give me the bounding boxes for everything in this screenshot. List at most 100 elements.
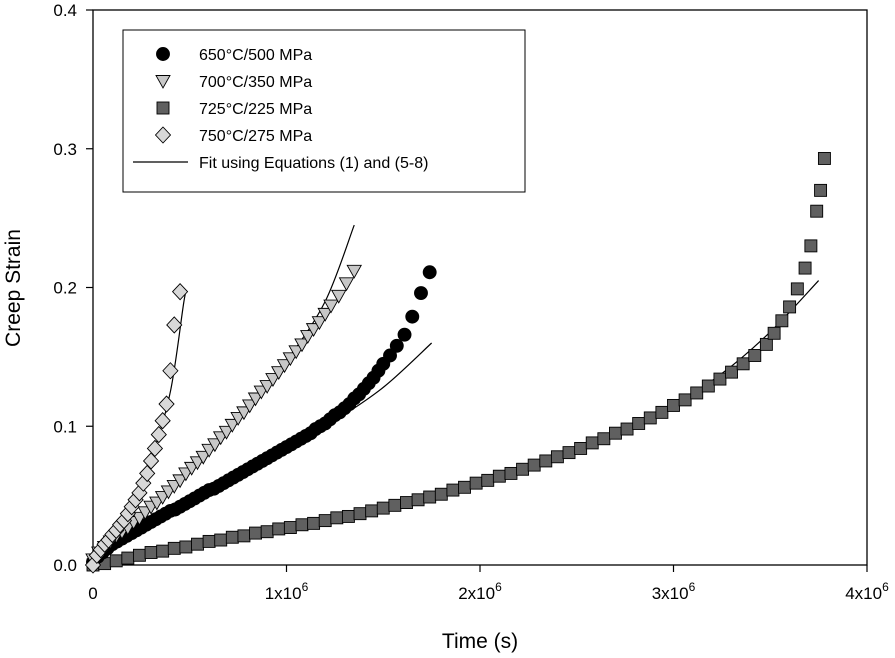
data-point: [353, 507, 367, 521]
x-tick-label: 1x106: [265, 580, 309, 603]
data-point: [701, 379, 715, 393]
data-point: [562, 446, 576, 460]
data-point: [759, 337, 773, 351]
y-tick-label: 0.2: [53, 279, 77, 298]
data-point: [247, 392, 264, 407]
data-point: [300, 330, 316, 344]
data-point: [469, 476, 483, 490]
legend-box: [122, 29, 526, 193]
data-point: [492, 469, 506, 483]
data-point: [643, 411, 657, 425]
data-point: [817, 152, 831, 165]
legend-label: 750°C/275 MPa: [199, 128, 312, 145]
data-point: [775, 314, 789, 328]
data-point: [411, 493, 425, 507]
legend-label: 725°C/225 MPa: [199, 101, 312, 118]
data-point: [295, 518, 309, 532]
x-tick-label: 2x106: [458, 580, 502, 603]
data-point: [162, 362, 179, 380]
data-point: [748, 349, 762, 362]
legend-marker: [156, 47, 170, 61]
data-point: [388, 498, 402, 512]
data-point: [146, 439, 164, 458]
data-point: [810, 204, 824, 218]
data-point: [195, 450, 212, 465]
data-point: [224, 418, 241, 433]
data-point: [655, 405, 669, 419]
data-point: [218, 425, 235, 440]
data-point: [481, 473, 495, 487]
x-tick-label: 4x106: [845, 580, 889, 603]
data-point: [527, 458, 541, 472]
data-point: [225, 530, 239, 544]
data-point: [259, 380, 275, 394]
data-point: [214, 533, 228, 547]
data-point: [276, 359, 293, 374]
data-point: [804, 239, 818, 253]
legend-label: 700°C/350 MPa: [199, 74, 312, 91]
legend-marker: [154, 126, 172, 144]
data-point: [330, 289, 347, 304]
y-tick-label: 0.0: [53, 556, 77, 575]
data-point: [736, 357, 750, 371]
legend-label: Fit using Equations (1) and (5-8): [199, 155, 428, 172]
legend-label: 650°C/500 MPa: [199, 47, 312, 64]
data-point: [171, 283, 189, 301]
data-point: [283, 521, 297, 534]
data-point: [191, 537, 204, 551]
data-point: [405, 309, 420, 324]
data-point: [609, 426, 622, 440]
data-point: [249, 526, 262, 540]
series-2: [86, 152, 831, 572]
data-point: [121, 551, 135, 565]
data-point: [317, 307, 333, 322]
x-axis-ticks: 0 1x106 2x106 3x106 4x106: [88, 565, 889, 603]
data-point: [414, 286, 428, 300]
data-point: [288, 345, 304, 360]
data-point: [305, 323, 322, 338]
legend-marker: [155, 75, 171, 89]
data-point: [585, 436, 599, 450]
data-point: [109, 554, 123, 568]
data-point: [207, 438, 223, 453]
y-tick-label: 0.4: [53, 1, 77, 20]
data-point: [132, 548, 146, 562]
data-point: [237, 529, 251, 543]
y-axis-ticks: 0.0 0.1 0.2 0.3 0.4: [53, 1, 93, 575]
data-point: [330, 511, 344, 525]
data-point: [307, 516, 321, 530]
data-point: [270, 366, 287, 381]
data-point: [154, 412, 171, 430]
data-point: [376, 501, 390, 515]
data-point: [158, 395, 175, 413]
x-tick-label: 0: [88, 584, 97, 603]
data-point: [365, 504, 379, 518]
data-point: [400, 496, 413, 510]
data-point: [597, 432, 611, 446]
data-point: [272, 522, 286, 536]
data-point: [713, 372, 727, 386]
data-point: [150, 425, 167, 444]
data-point: [265, 373, 281, 387]
data-point: [236, 406, 252, 421]
data-point: [620, 422, 634, 436]
data-point: [311, 316, 328, 331]
data-point: [814, 183, 828, 197]
data-point: [241, 399, 258, 414]
data-point: [167, 541, 181, 555]
data-point: [678, 393, 692, 407]
y-tick-label: 0.1: [53, 417, 77, 436]
data-point: [516, 462, 530, 476]
y-axis-title: Creep Strain: [2, 229, 25, 347]
data-point: [783, 300, 797, 314]
data-point: [690, 386, 704, 400]
data-point: [346, 264, 362, 279]
data-point: [434, 487, 448, 501]
data-series: [84, 152, 831, 574]
data-point: [574, 442, 588, 455]
series-3: [84, 283, 189, 574]
data-point: [389, 338, 404, 353]
data-point: [446, 483, 460, 497]
data-point: [539, 454, 553, 468]
